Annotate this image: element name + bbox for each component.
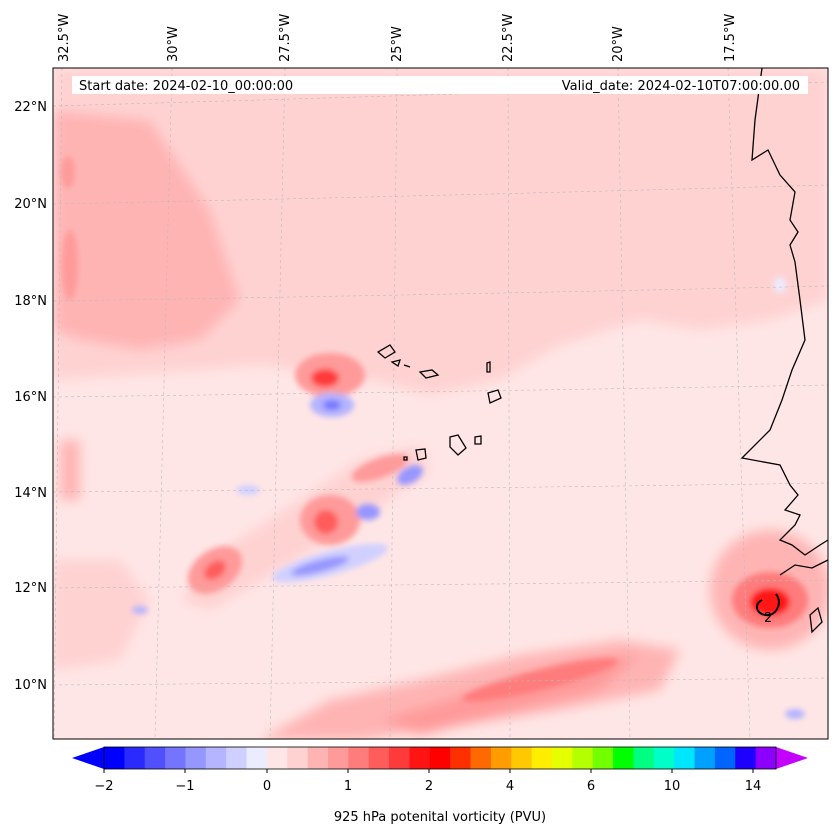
colorbar-segment	[287, 747, 309, 769]
colorbar-segment	[348, 747, 370, 769]
colorbar-frame	[103, 746, 777, 770]
colorbar-segment	[592, 747, 614, 769]
lon-label: 17.5°W	[723, 14, 738, 62]
longitude-labels: 32.5°W 30°W 27.5°W 25°W 22.5°W 20°W 17.5…	[57, 14, 738, 62]
lon-label: 25°W	[390, 26, 405, 62]
lat-label: 12°N	[14, 581, 47, 596]
colorbar-segment	[470, 747, 492, 769]
colorbar-under-arrow	[72, 747, 104, 769]
colorbar-tick-label: −2	[94, 779, 113, 794]
colorbar-segment	[165, 747, 186, 769]
colorbar-segment	[714, 747, 736, 769]
pv-contour-line	[755, 593, 780, 617]
colorbar-segment	[429, 747, 451, 769]
colorbar-segment	[266, 747, 288, 769]
colorbar-segment	[104, 747, 125, 769]
lon-label: 27.5°W	[278, 14, 293, 62]
colorbar-tick-label: 2	[425, 779, 433, 794]
colorbar-segment	[653, 747, 675, 769]
colorbar-segment	[755, 747, 777, 769]
colorbar-tick-label: 1	[344, 779, 352, 794]
colorbar-tick-label: −1	[175, 779, 194, 794]
start-date-label: Start date: 2024-02-10_00:00:00	[79, 79, 293, 94]
colorbar-segment	[368, 747, 390, 769]
colorbar-segment	[144, 747, 166, 769]
colorbar-segment	[735, 747, 757, 769]
colorbar-segment	[389, 747, 410, 769]
lat-label: 22°N	[14, 100, 47, 115]
latitude-labels: 22°N 20°N 18°N 16°N 14°N 12°N 10°N	[14, 100, 47, 693]
colorbar-segment	[450, 747, 472, 769]
pv-field: 2	[53, 68, 828, 739]
colorbar-segment	[490, 747, 512, 769]
colorbar-segment	[572, 747, 594, 769]
valid-date-label: Valid_date: 2024-02-10T07:00:00.00	[562, 79, 800, 94]
pv-strong-features	[61, 156, 808, 719]
colorbar-title: 925 hPa potenital vorticity (PVU)	[334, 810, 546, 825]
colorbar-ticks	[103, 769, 754, 773]
colorbar-segment	[511, 747, 533, 769]
colorbar-segment	[552, 747, 573, 769]
lat-label: 14°N	[14, 486, 47, 501]
colorbar: −2 −1 0 1 2 4 6 10 14 925 hPa potenital …	[72, 746, 808, 825]
colorbar-over-arrow	[776, 747, 808, 769]
date-banner	[72, 76, 808, 94]
map-frame	[52, 67, 829, 740]
lat-label: 16°N	[14, 390, 47, 405]
colorbar-segment	[409, 747, 431, 769]
colorbar-segments	[104, 747, 777, 769]
colorbar-segment	[226, 747, 248, 769]
colorbar-segment	[328, 747, 349, 769]
lon-label: 20°W	[611, 26, 626, 62]
colorbar-segment	[694, 747, 716, 769]
colorbar-segment	[185, 747, 207, 769]
colorbar-tick-label: 10	[664, 779, 681, 794]
colorbar-segment	[246, 747, 268, 769]
lat-label: 18°N	[14, 294, 47, 309]
colorbar-segment	[124, 747, 146, 769]
colorbar-segment	[674, 747, 696, 769]
colorbar-segment	[613, 747, 634, 769]
pv-contour-label: 2	[764, 611, 772, 626]
colorbar-tick-labels: −2 −1 0 1 2 4 6 10 14	[94, 779, 761, 794]
colorbar-segment	[633, 747, 655, 769]
lat-label: 10°N	[14, 678, 47, 693]
colorbar-tick-label: 0	[263, 779, 271, 794]
colorbar-tick-label: 14	[745, 779, 762, 794]
lon-label: 32.5°W	[57, 14, 72, 62]
graticule	[53, 68, 828, 739]
colorbar-tick-label: 4	[506, 779, 514, 794]
coastlines: 2	[376, 68, 828, 634]
colorbar-segment	[307, 747, 329, 769]
lon-label: 22.5°W	[501, 14, 516, 62]
lat-label: 20°N	[14, 197, 47, 212]
colorbar-tick-label: 6	[587, 779, 595, 794]
lon-label: 30°W	[166, 26, 181, 62]
colorbar-segment	[205, 747, 227, 769]
colorbar-segment	[531, 747, 553, 769]
